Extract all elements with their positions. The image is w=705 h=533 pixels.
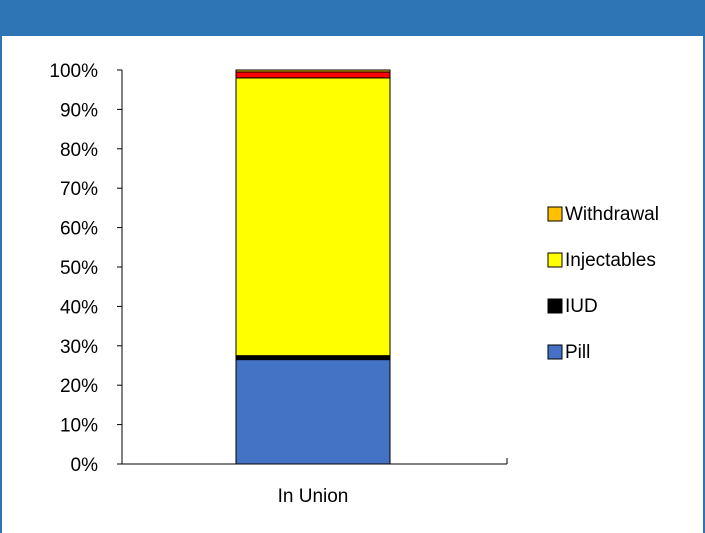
bar-segment-pill [235,359,391,465]
y-axis [117,69,123,465]
legend-label-iud: IUD [565,296,598,317]
frame-border-left [0,36,2,533]
frame-border-right [703,36,705,533]
y-tick-label: 40% [60,297,98,318]
y-tick-label: 100% [49,61,98,82]
bar-segment-other [235,71,391,79]
bar-segment-withdrawal [235,69,391,73]
y-tick-label: 90% [60,100,98,121]
header-bar [0,0,705,36]
legend-swatch-injectables [547,252,563,268]
bar-stack [235,69,391,465]
y-tick-label: 10% [60,416,98,437]
x-axis-tick-labels: In Union [278,486,349,507]
bar-segment-injectables [235,77,391,357]
legend-label-withdrawal: Withdrawal [565,204,659,225]
legend-swatch-withdrawal [547,206,563,222]
x-tick-label: In Union [278,486,349,507]
y-tick-label: 0% [71,455,99,476]
legend-swatch-iud [547,298,563,314]
y-tick-label: 30% [60,337,98,358]
y-tick-label: 60% [60,219,98,240]
legend-label-injectables: Injectables [565,250,656,271]
bar-segment-iud [235,355,391,361]
y-tick-label: 70% [60,179,98,200]
legend-swatch-pill [547,344,563,360]
legend: Withdrawal Injectables IUD Pill [547,204,659,363]
y-axis-tick-labels: 0% 10% 20% 30% 40% 50% 60% 70% 80% 90% 100% [49,61,98,476]
y-tick-label: 50% [60,258,98,279]
legend-label-pill: Pill [565,342,590,363]
y-tick-label: 20% [60,376,98,397]
y-tick-label: 80% [60,140,98,161]
